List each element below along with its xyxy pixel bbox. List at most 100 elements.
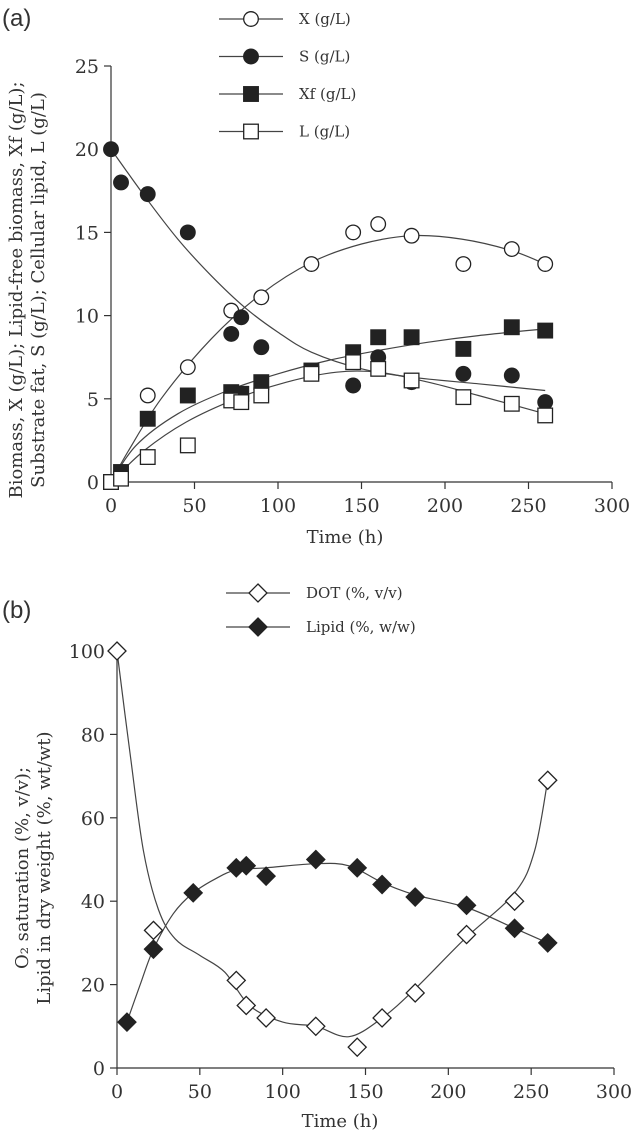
s-g-l-data-point [113, 174, 129, 191]
x-g-l-data-point [179, 359, 196, 376]
lipid-w-w-data-point [183, 882, 204, 903]
y-tick-label: 25 [75, 56, 99, 78]
lipid-w-w-data-point [117, 1012, 137, 1033]
dot-v-v-legend-marker [248, 583, 268, 603]
lipid-w-w-data-point [372, 874, 392, 895]
panel-b-ticks: 0 50 100 150 200 250 300 0 20 40 60 80 100 [69, 641, 632, 1103]
l-g-l-data-point [113, 470, 129, 487]
panel-a-y-axis-title: Biomass, X (g/L); Lipid-free biomass, Xf… [6, 81, 49, 498]
x-g-l-data-point [370, 216, 387, 233]
dot-v-v-data-point [226, 970, 247, 991]
panel-a-chart: (a) 0 50 100 150 200 250 300 0 5 10 15 20 25 Time (h… [2, 5, 630, 548]
x-g-l-legend-label: X (g/L) [299, 10, 351, 28]
xf-g-l-data-point [503, 319, 520, 336]
panel-a-ticks: 0 50 100 150 200 250 300 0 5 10 15 20 25 [75, 56, 630, 517]
x-tick-label: 50 [182, 495, 206, 517]
xf-g-l-legend-label: Xf (g/L) [299, 85, 356, 103]
xf-g-l-data-point [370, 329, 387, 346]
xf-g-l-data-point [537, 322, 554, 339]
panel-a-x-axis-title: Time (h) [307, 527, 384, 548]
y-tick-label: 0 [93, 1058, 105, 1080]
x-tick-label: 200 [427, 495, 463, 517]
l-g-l-data-point [403, 372, 420, 389]
dot-v-v-data-point [347, 1037, 368, 1058]
xf-g-l-data-point [455, 340, 472, 357]
panel-a-label: (a) [2, 5, 31, 32]
l-g-l-fit-line [110, 370, 546, 483]
l-g-l-data-point [345, 354, 362, 371]
x-tick-label: 0 [111, 1081, 123, 1103]
xf-g-l-data-point [403, 329, 420, 346]
panel-b-y-title-line-1: O₂ saturation (%, v/v); [12, 767, 33, 969]
l-g-l-legend-label: L (g/L) [299, 123, 350, 141]
x-tick-label: 300 [596, 1081, 632, 1103]
y-tick-label: 0 [87, 472, 99, 494]
dot-v-v-data-point [504, 891, 525, 912]
x-tick-label: 250 [510, 495, 546, 517]
dot-v-v-data-point [256, 1008, 277, 1028]
panel-b-legend: DOT (%, v/v) Lipid (%, w/w) [226, 583, 416, 637]
y-tick-label: 15 [75, 222, 99, 244]
dot-v-v-data-point [456, 924, 477, 945]
panel-b-chart: (b) 0 50 100 150 200 250 300 0 20 40 60 80 100 Time … [2, 583, 632, 1132]
y-tick-label: 80 [81, 724, 105, 746]
y-tick-label: 20 [75, 139, 99, 161]
dot-v-v-data-point [405, 983, 426, 1003]
panel-b-fit-curves [116, 650, 549, 1038]
dot-v-v-legend-label: DOT (%, v/v) [306, 584, 403, 602]
panel-a-y-title-line-2: Substrate fat, S (g/L); Cellular lipid, … [28, 92, 49, 488]
x-g-l-data-point [455, 256, 472, 272]
panel-a-data-points [103, 141, 554, 490]
xf-g-l-legend-marker [243, 86, 259, 102]
s-g-l-data-point [139, 186, 156, 203]
panel-b-data-points [107, 641, 558, 1058]
lipid-w-w-data-point [347, 857, 368, 878]
y-tick-label: 40 [81, 891, 105, 913]
lipid-w-w-data-point [504, 918, 525, 939]
lipid-w-w-data-point [143, 939, 164, 960]
s-g-l-data-point [233, 309, 250, 326]
dot-v-v-data-point [372, 1008, 392, 1028]
x-tick-label: 150 [343, 495, 379, 517]
y-tick-label: 10 [75, 306, 99, 328]
l-g-l-data-point [233, 394, 250, 411]
s-g-l-data-point [103, 141, 119, 158]
l-g-l-data-point [253, 387, 270, 404]
s-g-l-legend-label: S (g/L) [299, 48, 350, 66]
dot-v-v-data-point [305, 1016, 326, 1037]
panel-b-y-title-line-2: Lipid in dry weight (%, wt/wt) [34, 731, 55, 1004]
s-g-l-data-point [537, 394, 554, 411]
panel-a-legend: X (g/L) S (g/L) Xf (g/L) L (g/L) [219, 10, 356, 141]
l-g-l-data-point [303, 365, 320, 382]
x-tick-label: 100 [265, 1081, 301, 1103]
lipid-w-w-data-point [305, 849, 326, 870]
lipid-w-w-data-point [405, 887, 426, 907]
lipid-w-w-data-point [456, 895, 477, 916]
x-g-l-data-point [253, 289, 270, 306]
l-g-l-data-point [537, 407, 554, 424]
l-g-l-data-point [179, 437, 196, 454]
s-g-l-data-point [179, 224, 196, 241]
panel-b-label: (b) [2, 597, 31, 624]
x-g-l-legend-marker [243, 11, 259, 27]
x-tick-label: 250 [513, 1081, 549, 1103]
x-g-l-data-point [503, 241, 520, 257]
lipid-w-w-legend-label: Lipid (%, w/w) [306, 618, 416, 636]
x-tick-label: 100 [260, 495, 296, 517]
y-tick-label: 60 [81, 808, 105, 830]
l-g-l-data-point [139, 449, 156, 465]
lipid-w-w-data-point [236, 855, 257, 876]
s-g-l-data-point [455, 365, 472, 382]
x-tick-label: 200 [430, 1081, 466, 1103]
lipid-w-w-data-point [256, 866, 277, 887]
x-tick-label: 50 [188, 1081, 212, 1103]
xf-g-l-data-point [179, 387, 196, 404]
y-tick-label: 20 [81, 975, 105, 997]
l-g-l-legend-marker [243, 123, 259, 140]
l-g-l-data-point [370, 360, 387, 377]
x-g-l-data-point [403, 227, 420, 244]
x-g-l-data-point [139, 387, 156, 404]
lipid-w-w-legend-marker [248, 617, 268, 637]
s-g-l-data-point [253, 339, 270, 356]
